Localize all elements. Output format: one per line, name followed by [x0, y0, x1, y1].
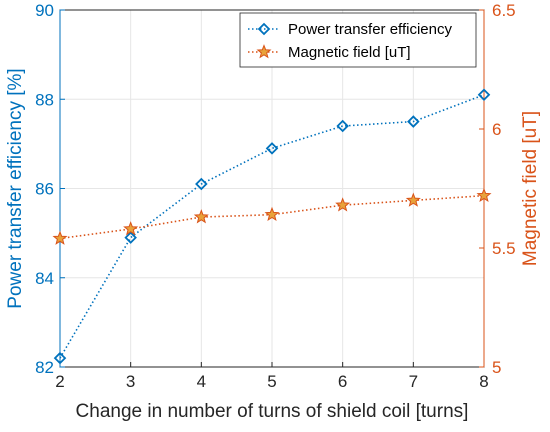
magnetic-field-point	[256, 44, 272, 59]
x-tick-label: 3	[126, 372, 135, 391]
left-y-axis-label: Power transfer efficiency [%]	[5, 68, 26, 308]
efficiency-point	[336, 119, 349, 133]
left-y-tick-label: 86	[35, 180, 54, 199]
x-tick-label: 2	[55, 372, 64, 391]
series-layer	[52, 88, 492, 365]
efficiency-point	[407, 115, 420, 128]
efficiency-point	[257, 22, 271, 36]
left-y-tick-label: 90	[35, 1, 54, 20]
x-axis-label: Change in number of turns of shield coil…	[76, 401, 469, 422]
right-y-axis-label: Magnetic field [uT]	[520, 111, 541, 266]
legend-label: Power transfer efficiency	[288, 21, 452, 38]
left-y-tick-label: 88	[35, 90, 54, 109]
right-y-tick-label: 5.5	[492, 239, 516, 258]
magnetic-field-point	[335, 197, 351, 212]
efficiency-point	[124, 231, 137, 244]
left-y-tick-label: 82	[35, 358, 54, 377]
x-tick-label: 8	[479, 372, 488, 391]
left-y-tick-label: 84	[35, 269, 54, 288]
efficiency-line	[59, 94, 485, 359]
left-y-axis-ticks: 82 84 86 88 90	[35, 1, 65, 377]
magnetic-field-point	[264, 206, 280, 222]
efficiency-point	[53, 351, 67, 365]
x-tick-label: 6	[338, 372, 347, 391]
x-axis-ticks: 2 3 4 5 6 7 8	[55, 362, 489, 391]
x-tick-label: 7	[409, 372, 418, 391]
x-tick-label: 4	[197, 372, 206, 391]
legend-label: Magnetic field [uT]	[288, 44, 411, 61]
magnetic-field-point	[52, 230, 68, 245]
legend-box	[239, 12, 477, 68]
magnetic-field-point	[405, 192, 421, 207]
efficiency-point	[265, 142, 279, 155]
right-y-tick-label: 5	[492, 358, 501, 377]
right-y-tick-label: 6	[492, 120, 501, 139]
x-tick-label: 5	[267, 372, 276, 391]
magnetic-field-point	[123, 221, 139, 236]
magnetic-field-point	[476, 187, 492, 203]
efficiency-point	[195, 177, 208, 191]
right-y-tick-label: 6.5	[492, 1, 516, 20]
magnetic-field-point	[193, 209, 209, 224]
legend: Power transfer efficiency Magnetic field …	[239, 12, 477, 68]
efficiency-point	[477, 88, 491, 102]
